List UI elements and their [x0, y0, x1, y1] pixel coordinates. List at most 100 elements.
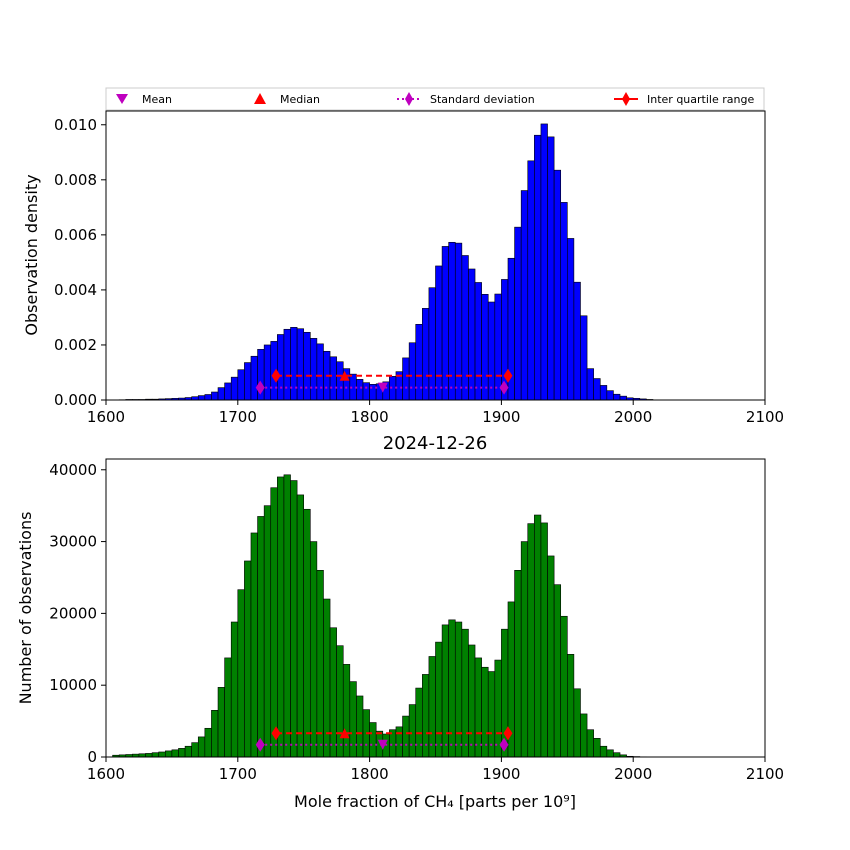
count-bar [224, 657, 232, 758]
count-bar [342, 664, 351, 758]
density-bar [441, 246, 449, 401]
legend-mean-label: Mean [142, 93, 172, 106]
density-std-marker-high [499, 380, 509, 395]
count-y-tick-label: 30000 [49, 533, 97, 551]
density-bar [230, 376, 239, 401]
count-bar [586, 729, 594, 758]
count-bar [514, 570, 522, 758]
count-bar [211, 710, 219, 758]
count-bar [468, 644, 476, 758]
density-iqr-marker-high [503, 368, 513, 383]
density-median-marker [339, 370, 350, 381]
count-std-marker-low [255, 737, 265, 752]
legend-iqr-marker [622, 92, 630, 106]
count-bar [270, 487, 278, 758]
density-bar [309, 338, 318, 401]
density-bar [613, 393, 621, 401]
count-bar [415, 687, 423, 758]
count-bar [244, 560, 252, 758]
density-y-tick-label: 0.010 [54, 116, 97, 134]
density-x-tick-label: 1600 [87, 408, 125, 426]
count-bar [606, 749, 614, 758]
count-bar [593, 738, 601, 758]
count-bar [237, 589, 245, 758]
legend-std-marker [405, 92, 413, 106]
density-x-tick-label: 2100 [746, 408, 784, 426]
legend-median-label: Median [280, 93, 320, 106]
density-bar [534, 134, 542, 401]
legend: Mean Median Standard deviation Inter qua… [105, 87, 765, 111]
density-bar [599, 385, 608, 401]
count-median-marker [339, 728, 350, 739]
density-bar [415, 324, 423, 401]
density-bar [520, 190, 529, 401]
density-y-tick-label: 0.008 [54, 171, 97, 189]
density-bar [573, 281, 581, 401]
count-bar [250, 532, 258, 758]
density-bar [586, 368, 594, 401]
count-bar [277, 476, 285, 758]
count-x-tick-label: 1800 [351, 765, 389, 783]
count-bar [613, 752, 621, 758]
count-bar [329, 627, 337, 758]
count-bar [408, 704, 417, 758]
density-x-tick-label: 2000 [614, 408, 652, 426]
density-bar [356, 379, 364, 401]
legend-frame [105, 87, 765, 111]
density-bar [237, 369, 245, 401]
count-y-axis-label: Number of observations [16, 512, 35, 705]
count-bar [296, 494, 304, 758]
count-bar [151, 752, 160, 758]
density-mean-marker [377, 382, 388, 393]
count-x-axis-label: Mole fraction of CH₄ [parts per 10⁹] [294, 792, 576, 811]
density-bar [527, 160, 535, 401]
count-iqr-marker-high [503, 726, 513, 741]
count-bar [197, 736, 206, 758]
count-x-tick-label: 1700 [219, 765, 257, 783]
count-bar [448, 619, 456, 758]
density-bar [290, 327, 298, 401]
density-bar [263, 344, 272, 401]
count-ticks: 1600 1700 1800 1900 2000 2100 0 10000 20000 30000… [49, 461, 784, 783]
count-bar [534, 514, 542, 758]
count-bar [369, 722, 377, 758]
density-bar [362, 382, 370, 401]
density-iqr-marker-low [271, 368, 281, 383]
count-panel-title: 2024-12-26 [383, 433, 488, 454]
density-bar [316, 343, 324, 401]
count-bar [257, 516, 265, 758]
density-y-tick-label: 0.004 [54, 281, 97, 299]
count-bar [599, 745, 608, 758]
count-bar [540, 522, 548, 758]
density-panel: 1600 1700 1800 1900 2000 2100 0.000 0.002 0.004 0… [22, 110, 784, 426]
count-bar [553, 584, 562, 758]
density-y-tick-label: 0.006 [54, 226, 97, 244]
count-bar [336, 645, 344, 758]
count-panel: 2024-12-26 1600 1700 1800 1900 2000 2100 0 1000… [16, 433, 784, 811]
density-bar [514, 226, 522, 401]
count-bar [309, 541, 318, 758]
count-bar [395, 726, 403, 758]
density-bar [422, 308, 430, 401]
count-bar [204, 727, 212, 758]
density-bar [303, 331, 311, 401]
legend-std-label: Standard deviation [430, 93, 535, 106]
density-bar [494, 293, 502, 401]
density-bar [461, 255, 469, 401]
density-bar [402, 357, 410, 401]
density-bar [217, 387, 225, 401]
density-bars [118, 123, 654, 401]
legend-median-marker [254, 93, 266, 104]
count-bar [230, 621, 239, 758]
count-bar [520, 541, 529, 758]
count-bar [566, 654, 575, 758]
density-bar [481, 294, 489, 401]
count-bar [303, 508, 311, 758]
count-bar [580, 713, 588, 758]
count-y-tick-label: 40000 [49, 461, 97, 479]
count-bars [112, 474, 654, 758]
count-bar [481, 666, 489, 758]
density-bar [487, 301, 496, 401]
count-bar [560, 615, 568, 758]
